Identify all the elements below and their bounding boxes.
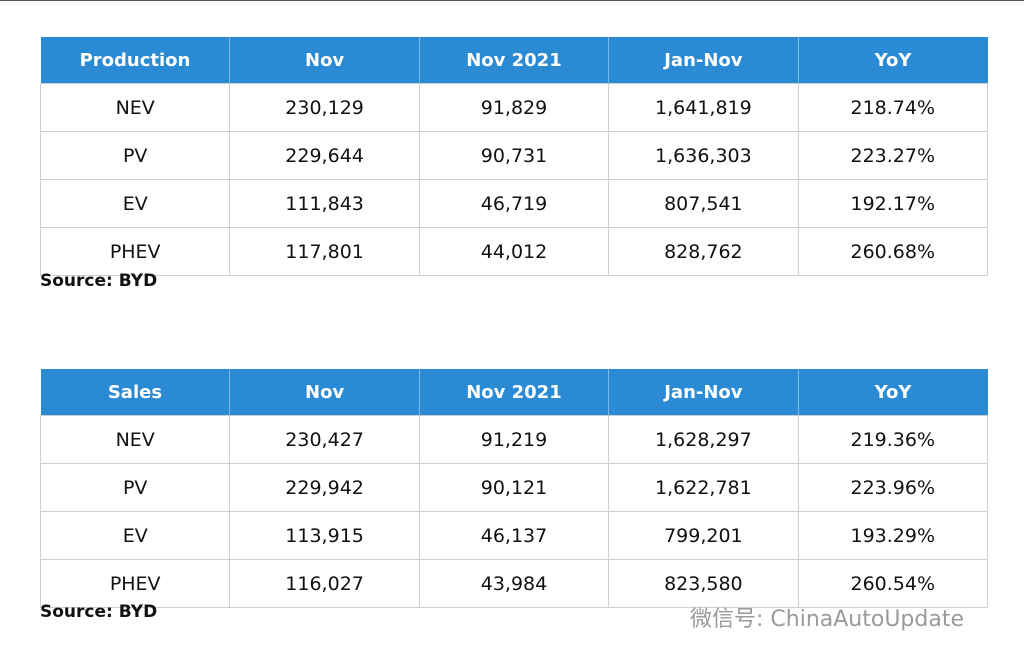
table-cell: 117,801 xyxy=(229,227,420,276)
table-cell: 807,541 xyxy=(608,179,799,228)
header-cell: Nov xyxy=(229,37,420,84)
table-cell: EV xyxy=(39,179,231,228)
table-cell: 230,129 xyxy=(229,83,420,132)
table-cell: 90,731 xyxy=(418,131,610,180)
table-cell: 823,580 xyxy=(608,559,799,608)
table-cell: 43,984 xyxy=(418,559,610,608)
table-cell: 116,027 xyxy=(229,559,420,608)
table-cell: 90,121 xyxy=(418,463,610,512)
table-cell: 260.68% xyxy=(797,227,989,276)
header-cell: Nov xyxy=(229,369,420,416)
table-cell: 46,719 xyxy=(418,179,610,228)
table-cell: 1,628,297 xyxy=(608,415,799,464)
table-cell: 223.27% xyxy=(797,131,989,180)
table-cell: 111,843 xyxy=(229,179,420,228)
header-cell: Nov 2021 xyxy=(419,37,610,84)
production-table: Production Nov Nov 2021 Jan-Nov YoY NEV 230,12… xyxy=(39,37,989,276)
table-cell: 193.29% xyxy=(797,511,989,560)
header-cell: Sales xyxy=(40,369,231,416)
header-cell: YoY xyxy=(798,369,988,416)
table-row: PHEV 117,801 44,012 828,762 260.68% xyxy=(39,227,989,276)
table-cell: 91,219 xyxy=(418,415,610,464)
header-cell: Jan-Nov xyxy=(608,37,799,84)
source-note: Source: BYD xyxy=(40,271,158,291)
table-cell: NEV xyxy=(39,83,231,132)
table-row: NEV 230,427 91,219 1,628,297 219.36% xyxy=(39,415,989,464)
watermark: 微信号: ChinaAutoUpdate xyxy=(690,607,965,632)
table-cell: NEV xyxy=(39,415,231,464)
table-cell: 46,137 xyxy=(418,511,610,560)
table-cell: PHEV xyxy=(39,559,231,608)
table-cell: 799,201 xyxy=(608,511,799,560)
table-row: PV 229,644 90,731 1,636,303 223.27% xyxy=(39,131,989,180)
header-row: Production Nov Nov 2021 Jan-Nov YoY xyxy=(40,37,988,84)
header-cell: Jan-Nov xyxy=(608,369,799,416)
source-note: Source: BYD xyxy=(40,602,158,622)
table-cell: 828,762 xyxy=(608,227,799,276)
table-cell: 1,636,303 xyxy=(608,131,799,180)
table-cell: PV xyxy=(39,131,231,180)
table-cell: 229,942 xyxy=(229,463,420,512)
header-cell: YoY xyxy=(798,37,988,84)
sales-table: Sales Nov Nov 2021 Jan-Nov YoY NEV 230,427 91,2… xyxy=(39,369,989,608)
table-cell: 230,427 xyxy=(229,415,420,464)
header-cell: Production xyxy=(40,37,231,84)
table-cell: 1,641,819 xyxy=(608,83,799,132)
table-cell: 192.17% xyxy=(797,179,989,228)
header-cell: Nov 2021 xyxy=(419,369,610,416)
table-row: NEV 230,129 91,829 1,641,819 218.74% xyxy=(39,83,989,132)
table-row: PV 229,942 90,121 1,622,781 223.96% xyxy=(39,463,989,512)
table-cell: 91,829 xyxy=(418,83,610,132)
table-cell: 219.36% xyxy=(797,415,989,464)
table-cell: 218.74% xyxy=(797,83,989,132)
table-row: PHEV 116,027 43,984 823,580 260.54% xyxy=(39,559,989,608)
table-cell: 44,012 xyxy=(418,227,610,276)
table-cell: PHEV xyxy=(39,227,231,276)
table-cell: PV xyxy=(39,463,231,512)
table-cell: 229,644 xyxy=(229,131,420,180)
table-cell: 223.96% xyxy=(797,463,989,512)
table-cell: 113,915 xyxy=(229,511,420,560)
table-row: EV 113,915 46,137 799,201 193.29% xyxy=(39,511,989,560)
table-row: EV 111,843 46,719 807,541 192.17% xyxy=(39,179,989,228)
table-cell: 1,622,781 xyxy=(608,463,799,512)
table-cell: 260.54% xyxy=(797,559,989,608)
table-cell: EV xyxy=(39,511,231,560)
header-row: Sales Nov Nov 2021 Jan-Nov YoY xyxy=(40,369,988,416)
